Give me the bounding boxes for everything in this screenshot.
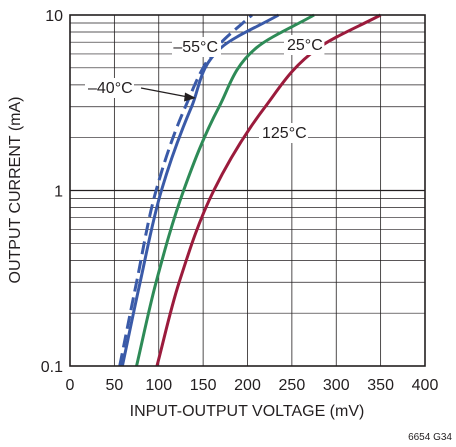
- x-tick-label: 300: [323, 377, 350, 394]
- annotation-arrow-line: [140, 87, 189, 98]
- annotation-bg: [284, 35, 325, 55]
- series-line-1: [120, 13, 280, 367]
- x-tick-label: 0: [66, 377, 75, 394]
- x-tick-label: 100: [145, 377, 172, 394]
- y-tick-label: 0.1: [41, 359, 63, 376]
- annotations: –55°C –40°C 25°C 125°C: [85, 35, 325, 143]
- curve-label: 25°C: [287, 37, 323, 54]
- y-tick-labels: 0.1 1 10: [41, 8, 63, 376]
- x-tick-label: 250: [279, 377, 306, 394]
- x-tick-label: 400: [412, 377, 439, 394]
- plot-frame: [69, 14, 426, 367]
- grid: [70, 15, 425, 366]
- y-axis-title: OUTPUT CURRENT (mA): [7, 97, 24, 284]
- curve-label: –55°C: [173, 39, 218, 56]
- annotation-arrowhead: [184, 92, 196, 102]
- x-tick-label: 150: [190, 377, 217, 394]
- curve-label: 125°C: [262, 125, 307, 142]
- y-tick-label: 10: [45, 8, 63, 25]
- series-line-2: [135, 13, 315, 367]
- y-tick-label: 1: [54, 184, 63, 201]
- annotation-bg: [172, 37, 221, 57]
- x-tick-label: 350: [367, 377, 394, 394]
- figure-code: 6654 G34: [408, 432, 452, 443]
- x-tick-labels: 0 50 100 150 200 250 300 350 400: [66, 377, 439, 394]
- annotation-bg: [259, 123, 308, 143]
- x-tick-label: 200: [234, 377, 261, 394]
- annotation-bg: [85, 78, 134, 98]
- x-tick-label: 50: [105, 377, 123, 394]
- curve-label: –40°C: [88, 80, 133, 97]
- x-axis-title: INPUT-OUTPUT VOLTAGE (mV): [130, 403, 365, 420]
